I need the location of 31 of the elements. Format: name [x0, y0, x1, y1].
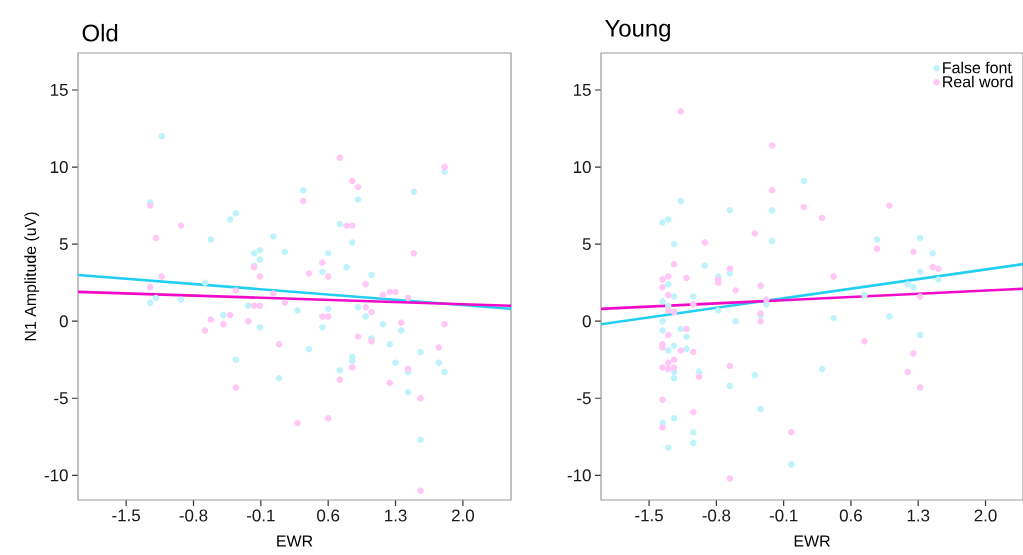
y-tick-label: 15 — [573, 84, 591, 96]
x-tick-label: -0.8 — [179, 509, 208, 522]
x-tick-label: -1.5 — [112, 509, 140, 522]
x-tick-label: -0.8 — [702, 509, 731, 522]
legend-label: Real word — [943, 75, 1013, 88]
y-tick-label: -5 — [54, 392, 68, 405]
legend-label: False font — [943, 61, 1012, 74]
y-tick-label: -5 — [577, 392, 591, 405]
x-tick-label: 1.3 — [907, 509, 930, 522]
y-tick-label: 0 — [582, 315, 591, 328]
y-tick-label: 5 — [59, 238, 68, 251]
x-axis-title: EWR — [794, 535, 830, 547]
x-tick-label: -1.5 — [635, 509, 663, 522]
y-tick-label: 0 — [59, 315, 68, 328]
y-tick-label: -10 — [567, 469, 591, 482]
y-tick-label: 10 — [573, 161, 591, 174]
x-axis-title: EWR — [277, 535, 313, 547]
chart-title: Young — [605, 20, 670, 42]
x-tick-label: -0.1 — [769, 509, 798, 522]
x-tick-label: 2.0 — [974, 509, 997, 522]
y-axis-title: N1 Amplitude (uV) — [24, 212, 40, 341]
x-tick-label: -0.1 — [246, 509, 275, 522]
x-tick-label: 1.3 — [385, 509, 407, 522]
x-tick-label: 2.0 — [451, 509, 475, 522]
y-tick-label: -10 — [44, 469, 68, 482]
y-tick-label: 15 — [50, 84, 68, 96]
y-tick-label: 5 — [582, 238, 591, 251]
y-tick-label: 10 — [50, 161, 68, 174]
chart-title: Old — [82, 23, 118, 42]
x-tick-label: 0.6 — [839, 509, 862, 522]
x-tick-label: 0.6 — [317, 509, 340, 522]
